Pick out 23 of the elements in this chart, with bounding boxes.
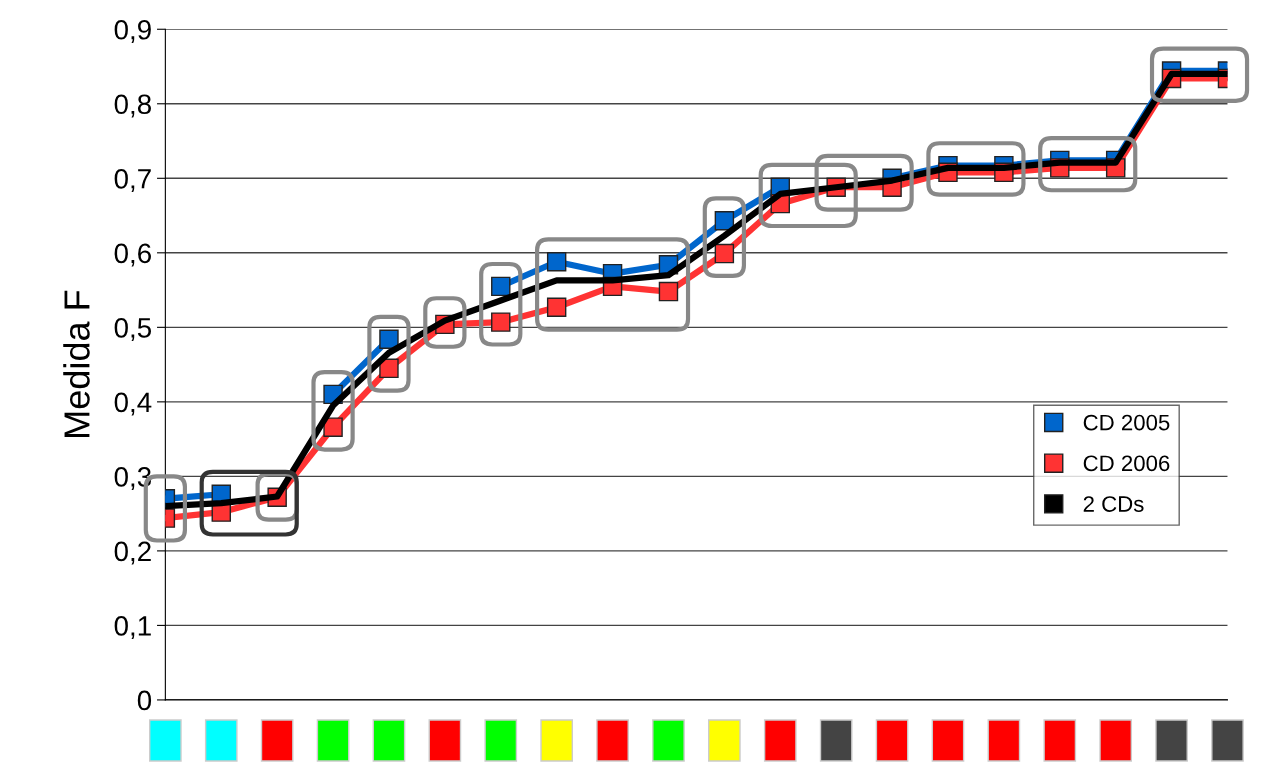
legend-label: CD 2006: [1083, 455, 1170, 472]
y-tick-label: 0: [137, 690, 152, 711]
legend-label: 2 CDs: [1083, 496, 1144, 512]
point: [379, 329, 399, 349]
point: [714, 211, 735, 231]
point: [546, 297, 567, 317]
point: [546, 252, 567, 272]
y-tick-label: 0,2: [114, 541, 151, 565]
point: [658, 281, 679, 302]
y-tick-label: 0,8: [114, 94, 151, 118]
y-tick-label: 0,9: [114, 19, 151, 43]
y-tick-label: 0,7: [114, 168, 151, 192]
y-axis-title: Medida F: [63, 290, 90, 437]
point: [323, 417, 343, 437]
point: [379, 358, 399, 379]
y-tick-label: 0,6: [114, 243, 151, 267]
y-tick-label: 0,4: [114, 392, 152, 416]
y-tick-label: 0,1: [114, 616, 151, 640]
y-tick-label: 0,5: [114, 318, 151, 341]
point: [491, 312, 511, 332]
point: [491, 276, 511, 297]
point: [714, 243, 735, 264]
legend-label: CD 2005: [1083, 414, 1170, 431]
